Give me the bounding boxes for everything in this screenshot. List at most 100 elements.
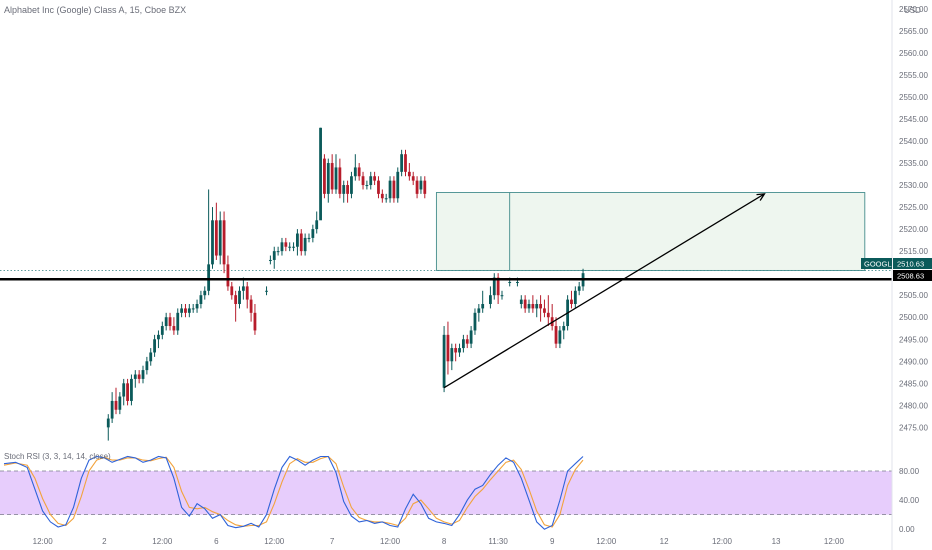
candle-body [268, 259, 272, 261]
candle [126, 378, 129, 406]
candle [249, 295, 253, 322]
candle-body [323, 158, 326, 194]
candle-body [157, 334, 160, 340]
candle-body [191, 308, 195, 310]
y-tick-label: 2475.00 [899, 423, 928, 432]
candle [562, 321, 566, 340]
candle [288, 242, 292, 252]
candle-body [326, 163, 330, 194]
candle [369, 171, 373, 190]
candle-body [400, 154, 404, 172]
currency-label: USD [904, 6, 921, 15]
candle [342, 180, 346, 203]
candle-body [543, 308, 546, 313]
candle [361, 171, 365, 190]
candle [489, 286, 492, 309]
candle [268, 255, 272, 265]
x-tick-label: 12:00 [264, 537, 285, 546]
candle-body [153, 339, 156, 353]
stoch-y-tick-label: 0.00 [899, 525, 915, 534]
candle-body [160, 326, 164, 335]
candle [265, 286, 268, 296]
candle-body [211, 220, 214, 265]
candle-body [272, 251, 276, 260]
y-tick-label: 2530.00 [899, 181, 928, 190]
x-tick-label: 12:00 [380, 537, 401, 546]
candle [396, 167, 400, 203]
drawings[interactable] [0, 193, 892, 389]
candle-body [203, 290, 207, 296]
candle [191, 304, 195, 313]
candle [180, 304, 184, 318]
candle [392, 176, 396, 203]
candle-body [284, 242, 288, 247]
x-tick-label: 8 [442, 537, 447, 546]
candle-body [496, 277, 500, 296]
candle [500, 290, 504, 300]
candle [442, 326, 446, 393]
candle-body [172, 326, 176, 331]
candle [207, 189, 211, 296]
candle-body [218, 220, 222, 256]
candle-body [357, 167, 361, 177]
candle-body [133, 374, 137, 379]
candle-body [446, 334, 450, 362]
candle [531, 295, 535, 313]
candle-body [137, 374, 141, 379]
stoch-y-tick-label: 80.00 [899, 467, 920, 476]
trade-zone[interactable] [0, 192, 892, 271]
candle-body [388, 180, 392, 199]
candle [311, 224, 315, 243]
candle [543, 299, 546, 318]
candle [523, 295, 527, 313]
candle [280, 237, 284, 256]
candle-body [338, 167, 342, 194]
candle-body [365, 185, 369, 187]
candle [157, 330, 160, 349]
candle-body [199, 295, 203, 305]
candle [384, 193, 388, 203]
y-tick-label: 2555.00 [899, 71, 928, 80]
candle [214, 202, 218, 260]
candle-body [527, 304, 531, 309]
candle [492, 273, 496, 300]
candle [160, 321, 164, 340]
candle [106, 414, 110, 441]
candle-body [319, 127, 322, 221]
candle-body [477, 308, 481, 313]
x-tick-label: 12:00 [33, 537, 54, 546]
candle-body [342, 185, 346, 194]
x-tick-label: 11:30 [488, 537, 508, 546]
candle [450, 343, 454, 371]
candle-body [245, 286, 249, 300]
stoch-line-k [3, 455, 584, 530]
candle [110, 392, 114, 423]
candle [230, 281, 234, 300]
candle-body [353, 167, 357, 177]
candle-body [461, 339, 465, 349]
candle [570, 290, 573, 309]
candle-body [311, 229, 315, 238]
candle-body [458, 348, 461, 353]
candle-body [180, 308, 184, 313]
candle [238, 286, 241, 309]
candle [477, 304, 481, 322]
candle [203, 286, 207, 300]
candle-body [523, 299, 527, 309]
ticker-badge-label: GOOGL [864, 260, 892, 269]
candle [419, 176, 423, 194]
candle [404, 149, 407, 177]
candle [292, 242, 295, 252]
y-tick-label: 2480.00 [899, 401, 928, 410]
candle-body [535, 304, 539, 309]
candle [211, 207, 214, 269]
candle [299, 229, 303, 256]
stoch-y-tick-label: 40.00 [899, 496, 920, 505]
chart-title: Alphabet Inc (Google) Class A, 15, Cboe … [4, 5, 186, 15]
candle [326, 158, 330, 203]
candle [458, 343, 461, 357]
candle-body [380, 193, 384, 199]
candle [407, 163, 411, 181]
candle-body [384, 198, 388, 200]
